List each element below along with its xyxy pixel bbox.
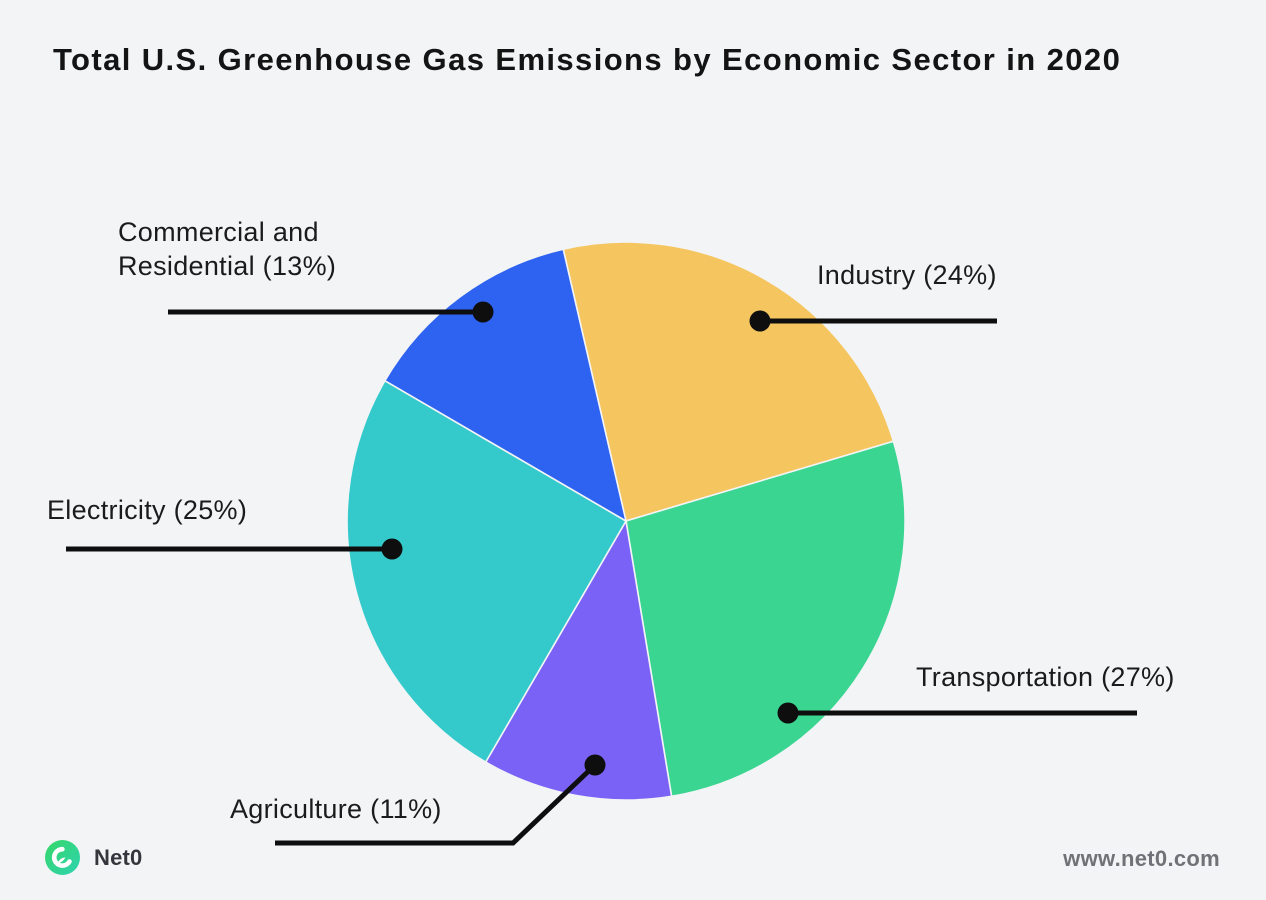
pie-slice-transportation bbox=[625, 440, 906, 798]
website-text: www.net0.com bbox=[1063, 846, 1220, 871]
pie-slice-commercial-and-residential bbox=[383, 248, 628, 523]
slice-label-transportation: Transportation (27%) bbox=[916, 662, 1175, 692]
pie-slice-industry bbox=[562, 241, 895, 523]
callout-dot-electricity bbox=[381, 538, 403, 560]
callout-dot-commercial-and-residential bbox=[472, 301, 494, 323]
slice-label-industry: Industry (24%) bbox=[817, 260, 997, 290]
chart-title: Total U.S. Greenhouse Gas Emissions by E… bbox=[53, 42, 1122, 77]
brand-name: Net0 bbox=[94, 844, 143, 870]
callout-dot-industry bbox=[749, 310, 771, 332]
pie-slice-agriculture bbox=[484, 518, 673, 801]
slice-label-commercial-residential: Commercial and Residential (13%) bbox=[118, 217, 337, 281]
slice-label-electricity: Electricity (25%) bbox=[47, 495, 248, 525]
pie-slice-electricity bbox=[346, 379, 628, 764]
slice-label-agriculture: Agriculture (11%) bbox=[230, 794, 442, 824]
brand-lockup: Net0 bbox=[44, 839, 143, 876]
net0-leaf-logo-icon bbox=[45, 840, 80, 875]
callout-dot-agriculture bbox=[584, 754, 606, 776]
callout-dot-transportation bbox=[777, 702, 799, 724]
callout-line-agriculture bbox=[275, 763, 597, 846]
